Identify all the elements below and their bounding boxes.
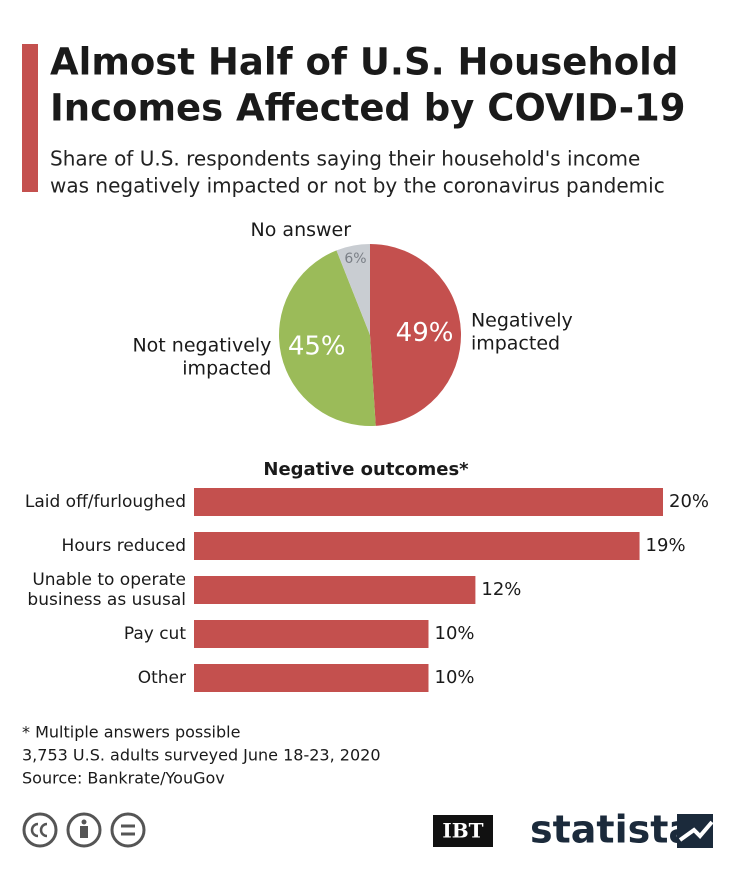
license-icons [22,812,146,848]
statista-logo: statista [530,808,694,852]
value-label: 6% [344,251,366,267]
category-label: Not negatively impacted [132,334,271,379]
category-label: Hours reduced [62,536,186,556]
title: Incomes Affected by COVID-19 [50,87,686,130]
category-label: Pay cut [124,624,186,644]
bar [194,532,640,560]
pie-slice [370,244,462,426]
category-label: No answer [251,218,352,240]
value-label: 10% [435,623,475,644]
chart: 49% Negatively impacted 45% Not negatively im… [25,218,709,692]
category-label: Unable to operate business as ususal [27,570,186,610]
subtitle: was negatively impacted or not by the co… [50,174,665,198]
bar [194,620,429,648]
note: * Multiple answers possible [22,723,240,742]
chart-title: Negative outcomes* [263,459,469,480]
category-label: Negatively impacted [471,309,573,354]
source: Source: Bankrate/YouGov [22,769,225,788]
value-label: 10% [435,667,475,688]
category-label: Other [138,668,186,688]
pie-slice [336,244,370,335]
bar [194,488,663,516]
value-label: 20% [669,491,709,512]
accent-bar [22,44,38,192]
statista-mark [678,820,714,842]
subtitle: Share of U.S. respondents saying their h… [50,147,640,171]
title: Almost Half of U.S. Household [50,41,678,84]
value-label: 19% [646,535,686,556]
bar [194,664,429,692]
ibt-logo [433,815,493,847]
bar [194,576,476,604]
value-label: 49% [396,318,454,348]
value-label: 12% [481,579,521,600]
category-label: Laid off/furloughed [25,492,186,512]
value-label: 45% [288,331,346,361]
ibt-logo-text: IBT [442,819,483,843]
note: 3,753 U.S. adults surveyed June 18-23, 2… [22,746,381,765]
pie-slice [279,250,376,427]
